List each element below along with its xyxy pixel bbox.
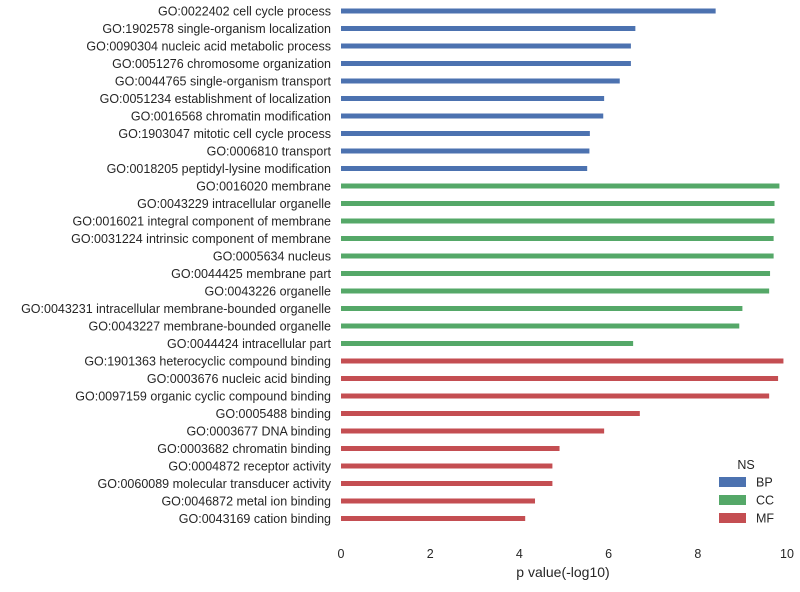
y-tick-label: GO:0016021 integral component of membran…: [73, 215, 332, 229]
x-tick-label: 4: [516, 547, 523, 561]
bar-16: [341, 271, 771, 276]
y-tick-label: GO:0003677 DNA binding: [186, 425, 331, 439]
bar-28: [341, 481, 553, 486]
y-tick-label: GO:0051276 chromosome organization: [112, 57, 331, 71]
y-tick-label: GO:0043229 intracellular organelle: [137, 197, 331, 211]
bar-6: [341, 96, 605, 101]
bar-19: [341, 323, 740, 329]
x-tick-label: 2: [427, 547, 434, 561]
y-tick-label: GO:0004872 receptor activity: [168, 460, 331, 474]
x-tick-label: 8: [694, 547, 701, 561]
y-tick-label: GO:0044765 single-organism transport: [115, 75, 332, 89]
bar-2: [341, 26, 636, 31]
x-tick-label: 10: [780, 547, 794, 561]
y-tick-label: GO:0031224 intrinsic component of membra…: [71, 232, 331, 246]
y-tick-label: GO:0060089 molecular transducer activity: [98, 477, 332, 491]
bar-9: [341, 148, 590, 154]
y-tick-label: GO:1903047 mitotic cell cycle process: [118, 127, 331, 141]
bar-23: [341, 393, 770, 399]
y-tick-label: GO:0003676 nucleic acid binding: [147, 372, 331, 386]
bar-20: [341, 341, 634, 346]
y-tick-label: GO:0046872 metal ion binding: [161, 495, 331, 509]
legend-label-cc: CC: [756, 494, 774, 508]
y-tick-label: GO:0016020 membrane: [196, 180, 331, 194]
bar-18: [341, 306, 743, 311]
bar-26: [341, 446, 560, 451]
legend: NS BP CC MF: [719, 458, 774, 526]
bar-1: [341, 8, 716, 14]
y-tick-label: GO:0003682 chromatin binding: [157, 442, 331, 456]
y-tick-label: GO:0097159 organic cyclic compound bindi…: [75, 390, 331, 404]
bar-11: [341, 183, 780, 189]
legend-swatch-mf: [719, 513, 746, 523]
x-tick-label: 0: [338, 547, 345, 561]
bar-29: [341, 498, 536, 504]
bar-17: [341, 288, 770, 294]
bar-8: [341, 131, 590, 136]
bar-12: [341, 201, 775, 206]
bar-5: [341, 78, 620, 84]
y-tick-label: GO:0016568 chromatin modification: [131, 110, 331, 124]
y-tick-label: GO:0090304 nucleic acid metabolic proces…: [86, 40, 331, 54]
y-tick-label: GO:1902578 single-organism localization: [102, 22, 331, 36]
y-tick-label: GO:0043169 cation binding: [179, 512, 331, 526]
x-tick-labels: 0 2 4 6 8 10: [338, 547, 794, 561]
bar-21: [341, 358, 784, 364]
bars-layer: [341, 8, 784, 521]
bar-30: [341, 516, 526, 521]
y-tick-label: GO:0043227 membrane-bounded organelle: [88, 320, 331, 334]
bar-25: [341, 428, 605, 434]
y-tick-labels: GO:0022402 cell cycle process GO:1902578 …: [21, 5, 332, 527]
bar-15: [341, 253, 774, 259]
legend-label-bp: BP: [756, 476, 773, 490]
y-tick-label: GO:1901363 heterocyclic compound binding: [84, 355, 331, 369]
y-tick-label: GO:0006810 transport: [207, 145, 332, 159]
legend-title: NS: [737, 458, 754, 472]
bar-4: [341, 61, 631, 66]
bar-7: [341, 113, 604, 119]
y-tick-label: GO:0043226 organelle: [205, 285, 332, 299]
bar-13: [341, 218, 775, 224]
bar-27: [341, 463, 553, 469]
y-tick-label: GO:0005634 nucleus: [213, 250, 331, 264]
legend-swatch-cc: [719, 495, 746, 505]
x-axis-label: p value(-log10): [516, 564, 609, 580]
y-tick-label: GO:0051234 establishment of localization: [100, 92, 331, 106]
y-tick-label: GO:0043231 intracellular membrane-bounde…: [21, 302, 331, 316]
bar-3: [341, 43, 631, 49]
bar-24: [341, 411, 640, 416]
x-tick-label: 6: [605, 547, 612, 561]
y-tick-label: GO:0005488 binding: [216, 407, 331, 421]
bar-22: [341, 376, 779, 381]
bar-14: [341, 236, 774, 241]
y-tick-label: GO:0044424 intracellular part: [167, 337, 332, 351]
bar-10: [341, 166, 588, 171]
y-tick-label: GO:0018205 peptidyl-lysine modification: [107, 162, 331, 176]
legend-label-mf: MF: [756, 512, 774, 526]
y-tick-label: GO:0022402 cell cycle process: [158, 5, 331, 19]
legend-swatch-bp: [719, 477, 746, 487]
y-tick-label: GO:0044425 membrane part: [171, 267, 331, 281]
